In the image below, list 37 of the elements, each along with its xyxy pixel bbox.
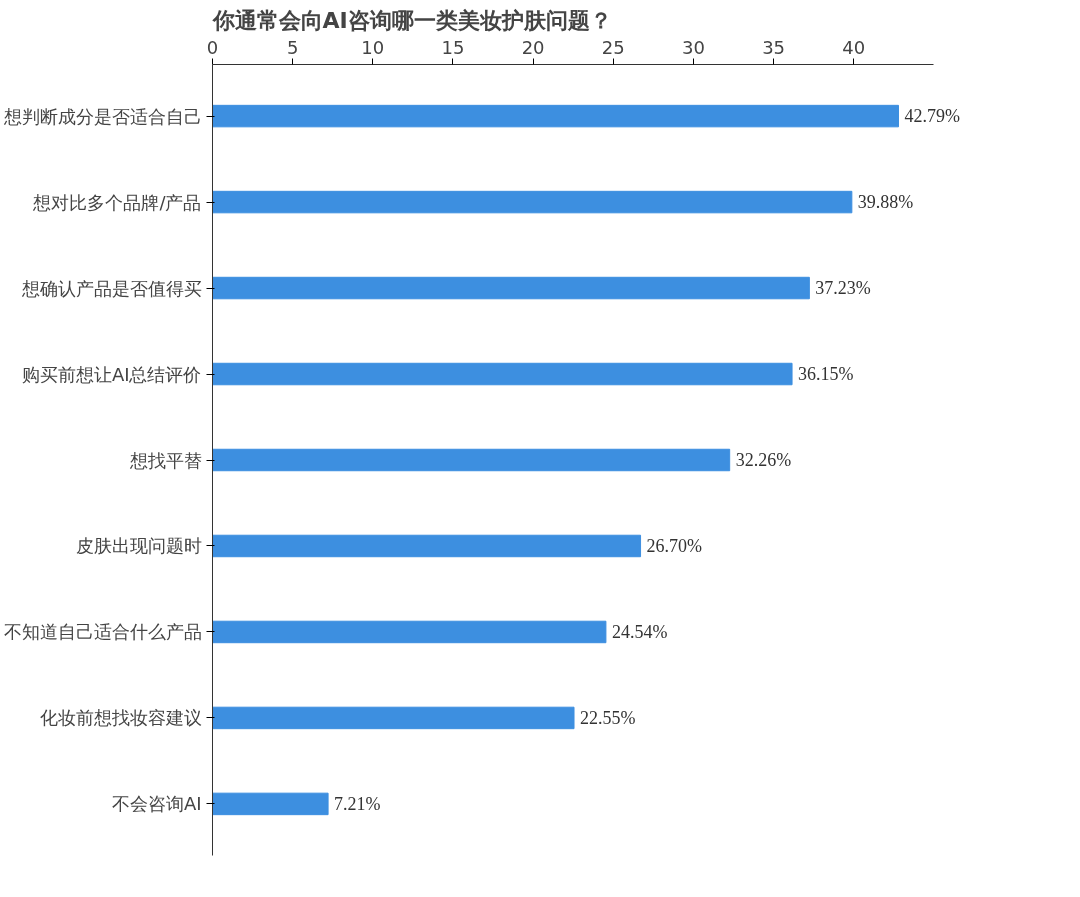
y-tick-label: 不会咨询AI xyxy=(111,793,202,815)
bar xyxy=(212,448,731,472)
bar xyxy=(212,792,329,816)
data-label: 37.23% xyxy=(815,278,871,299)
y-tick-label: 不知道自己适合什么产品 xyxy=(3,621,202,643)
x-tick-label: 40 xyxy=(842,36,866,58)
y-tick-label: 想找平替 xyxy=(128,449,202,471)
x-tick-label: 20 xyxy=(521,36,545,58)
bar xyxy=(212,276,810,300)
data-label: 7.21% xyxy=(334,793,381,814)
bar xyxy=(212,104,899,128)
data-label: 39.88% xyxy=(857,192,914,213)
y-tick-label: 化妆前想找妆容建议 xyxy=(39,707,202,729)
x-tick-label: 0 xyxy=(206,36,219,58)
x-tick-label: 10 xyxy=(361,36,385,58)
x-tick-label: 15 xyxy=(441,36,465,58)
y-tick-label: 想确认产品是否值得买 xyxy=(20,277,202,299)
y-tick-label: 皮肤出现问题时 xyxy=(75,535,202,557)
y-tick-label: 购买前想让AI总结评价 xyxy=(21,363,202,385)
y-tick-label: 想对比多个品牌/产品 xyxy=(32,191,202,213)
bar xyxy=(212,190,853,214)
data-label: 24.54% xyxy=(611,621,668,642)
bar xyxy=(212,534,642,558)
x-tick-label: 30 xyxy=(682,36,705,58)
chart-title: 你通常会向AI咨询哪一类美妆护肤问题？ xyxy=(211,7,612,33)
x-tick-label: 5 xyxy=(286,36,299,58)
data-label: 36.15% xyxy=(798,364,854,385)
bar xyxy=(212,620,607,644)
y-tick-label: 想判断成分是否适合自己 xyxy=(2,105,202,127)
bar xyxy=(212,706,575,730)
data-label: 26.70% xyxy=(646,535,703,556)
bar xyxy=(212,362,793,386)
data-label: 32.26% xyxy=(735,450,792,470)
data-label: 42.79% xyxy=(904,106,960,127)
x-tick-label: 25 xyxy=(601,36,625,58)
data-label: 22.55% xyxy=(580,707,636,728)
x-tick-label: 35 xyxy=(762,36,786,58)
